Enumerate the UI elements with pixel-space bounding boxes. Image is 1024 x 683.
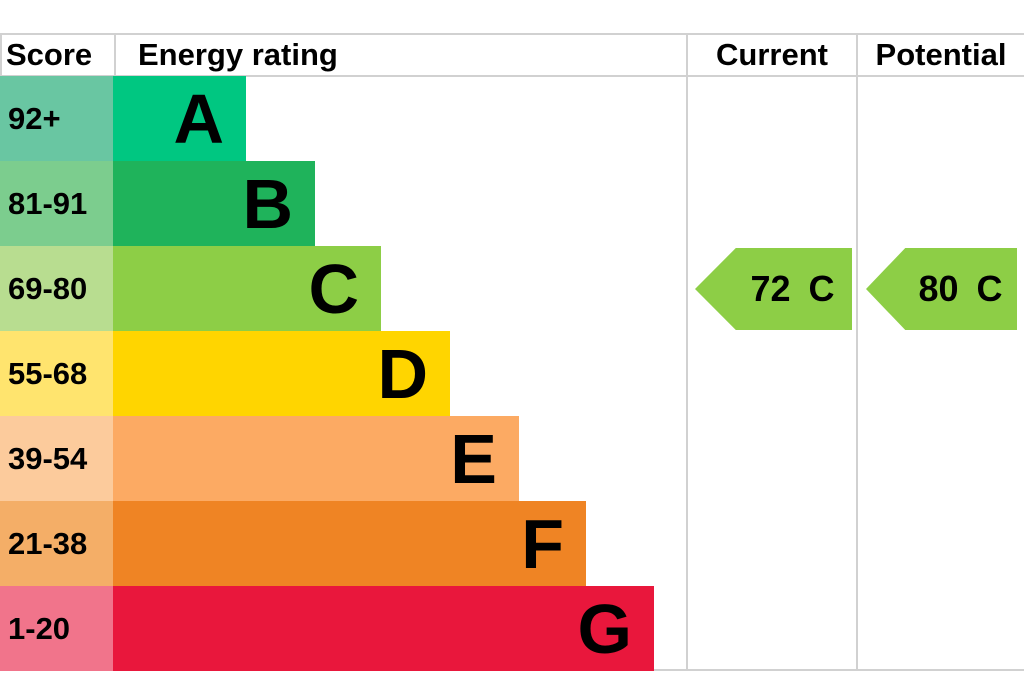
band-bar: G xyxy=(113,586,654,671)
band-row: 55-68 D xyxy=(0,331,1024,416)
potential-rating-value: 80 xyxy=(918,268,959,309)
band-score-label: 55-68 xyxy=(8,355,88,391)
band-score-label: 1-20 xyxy=(8,610,71,646)
score-column-divider xyxy=(114,33,116,77)
band-score-label: 39-54 xyxy=(8,440,88,476)
energy-rating-column-header: Energy rating xyxy=(138,37,338,72)
band-row: 69-80 C xyxy=(0,246,1024,331)
band-letter: A xyxy=(173,79,224,158)
band-rows: 92+ A 81-91 B 69-80 C 55-68 D 39-54 xyxy=(0,76,1024,671)
header-left-border xyxy=(0,33,2,77)
band-letter: C xyxy=(308,249,359,328)
band-letter: B xyxy=(242,164,293,243)
band-score-cell: 1-20 xyxy=(0,586,113,671)
band-row: 1-20 G xyxy=(0,586,1024,671)
band-bar: C xyxy=(113,246,381,331)
band-score-label: 81-91 xyxy=(8,185,88,221)
potential-rating-band: C xyxy=(976,268,1003,309)
band-row: 92+ A xyxy=(0,76,1024,161)
band-bar: D xyxy=(113,331,450,416)
band-letter: G xyxy=(577,589,632,668)
band-letter: F xyxy=(521,504,564,583)
band-score-cell: 92+ xyxy=(0,76,113,161)
band-score-cell: 55-68 xyxy=(0,331,113,416)
current-column-divider xyxy=(686,33,688,671)
header-divider-line xyxy=(0,75,1024,77)
band-score-cell: 81-91 xyxy=(0,161,113,246)
current-rating-band: C xyxy=(808,268,835,309)
potential-column-header: Potential xyxy=(875,37,1007,72)
band-score-cell: 39-54 xyxy=(0,416,113,501)
band-score-cell: 69-80 xyxy=(0,246,113,331)
score-column-header: Score xyxy=(6,37,93,72)
band-score-label: 69-80 xyxy=(8,270,88,306)
band-row: 39-54 E xyxy=(0,416,1024,501)
current-column-header: Current xyxy=(716,37,828,72)
band-score-label: 92+ xyxy=(8,100,61,136)
band-row: 21-38 F xyxy=(0,501,1024,586)
band-bar: A xyxy=(113,76,246,161)
top-border-line xyxy=(0,33,1024,35)
band-letter: D xyxy=(377,334,428,413)
band-score-label: 21-38 xyxy=(8,525,88,561)
band-bar: F xyxy=(113,501,586,586)
band-bar: B xyxy=(113,161,315,246)
band-score-cell: 21-38 xyxy=(0,501,113,586)
band-bar: E xyxy=(113,416,519,501)
current-rating-value: 72 xyxy=(750,268,791,309)
band-letter: E xyxy=(450,419,497,498)
band-row: 81-91 B xyxy=(0,161,1024,246)
potential-column-divider xyxy=(856,33,858,671)
